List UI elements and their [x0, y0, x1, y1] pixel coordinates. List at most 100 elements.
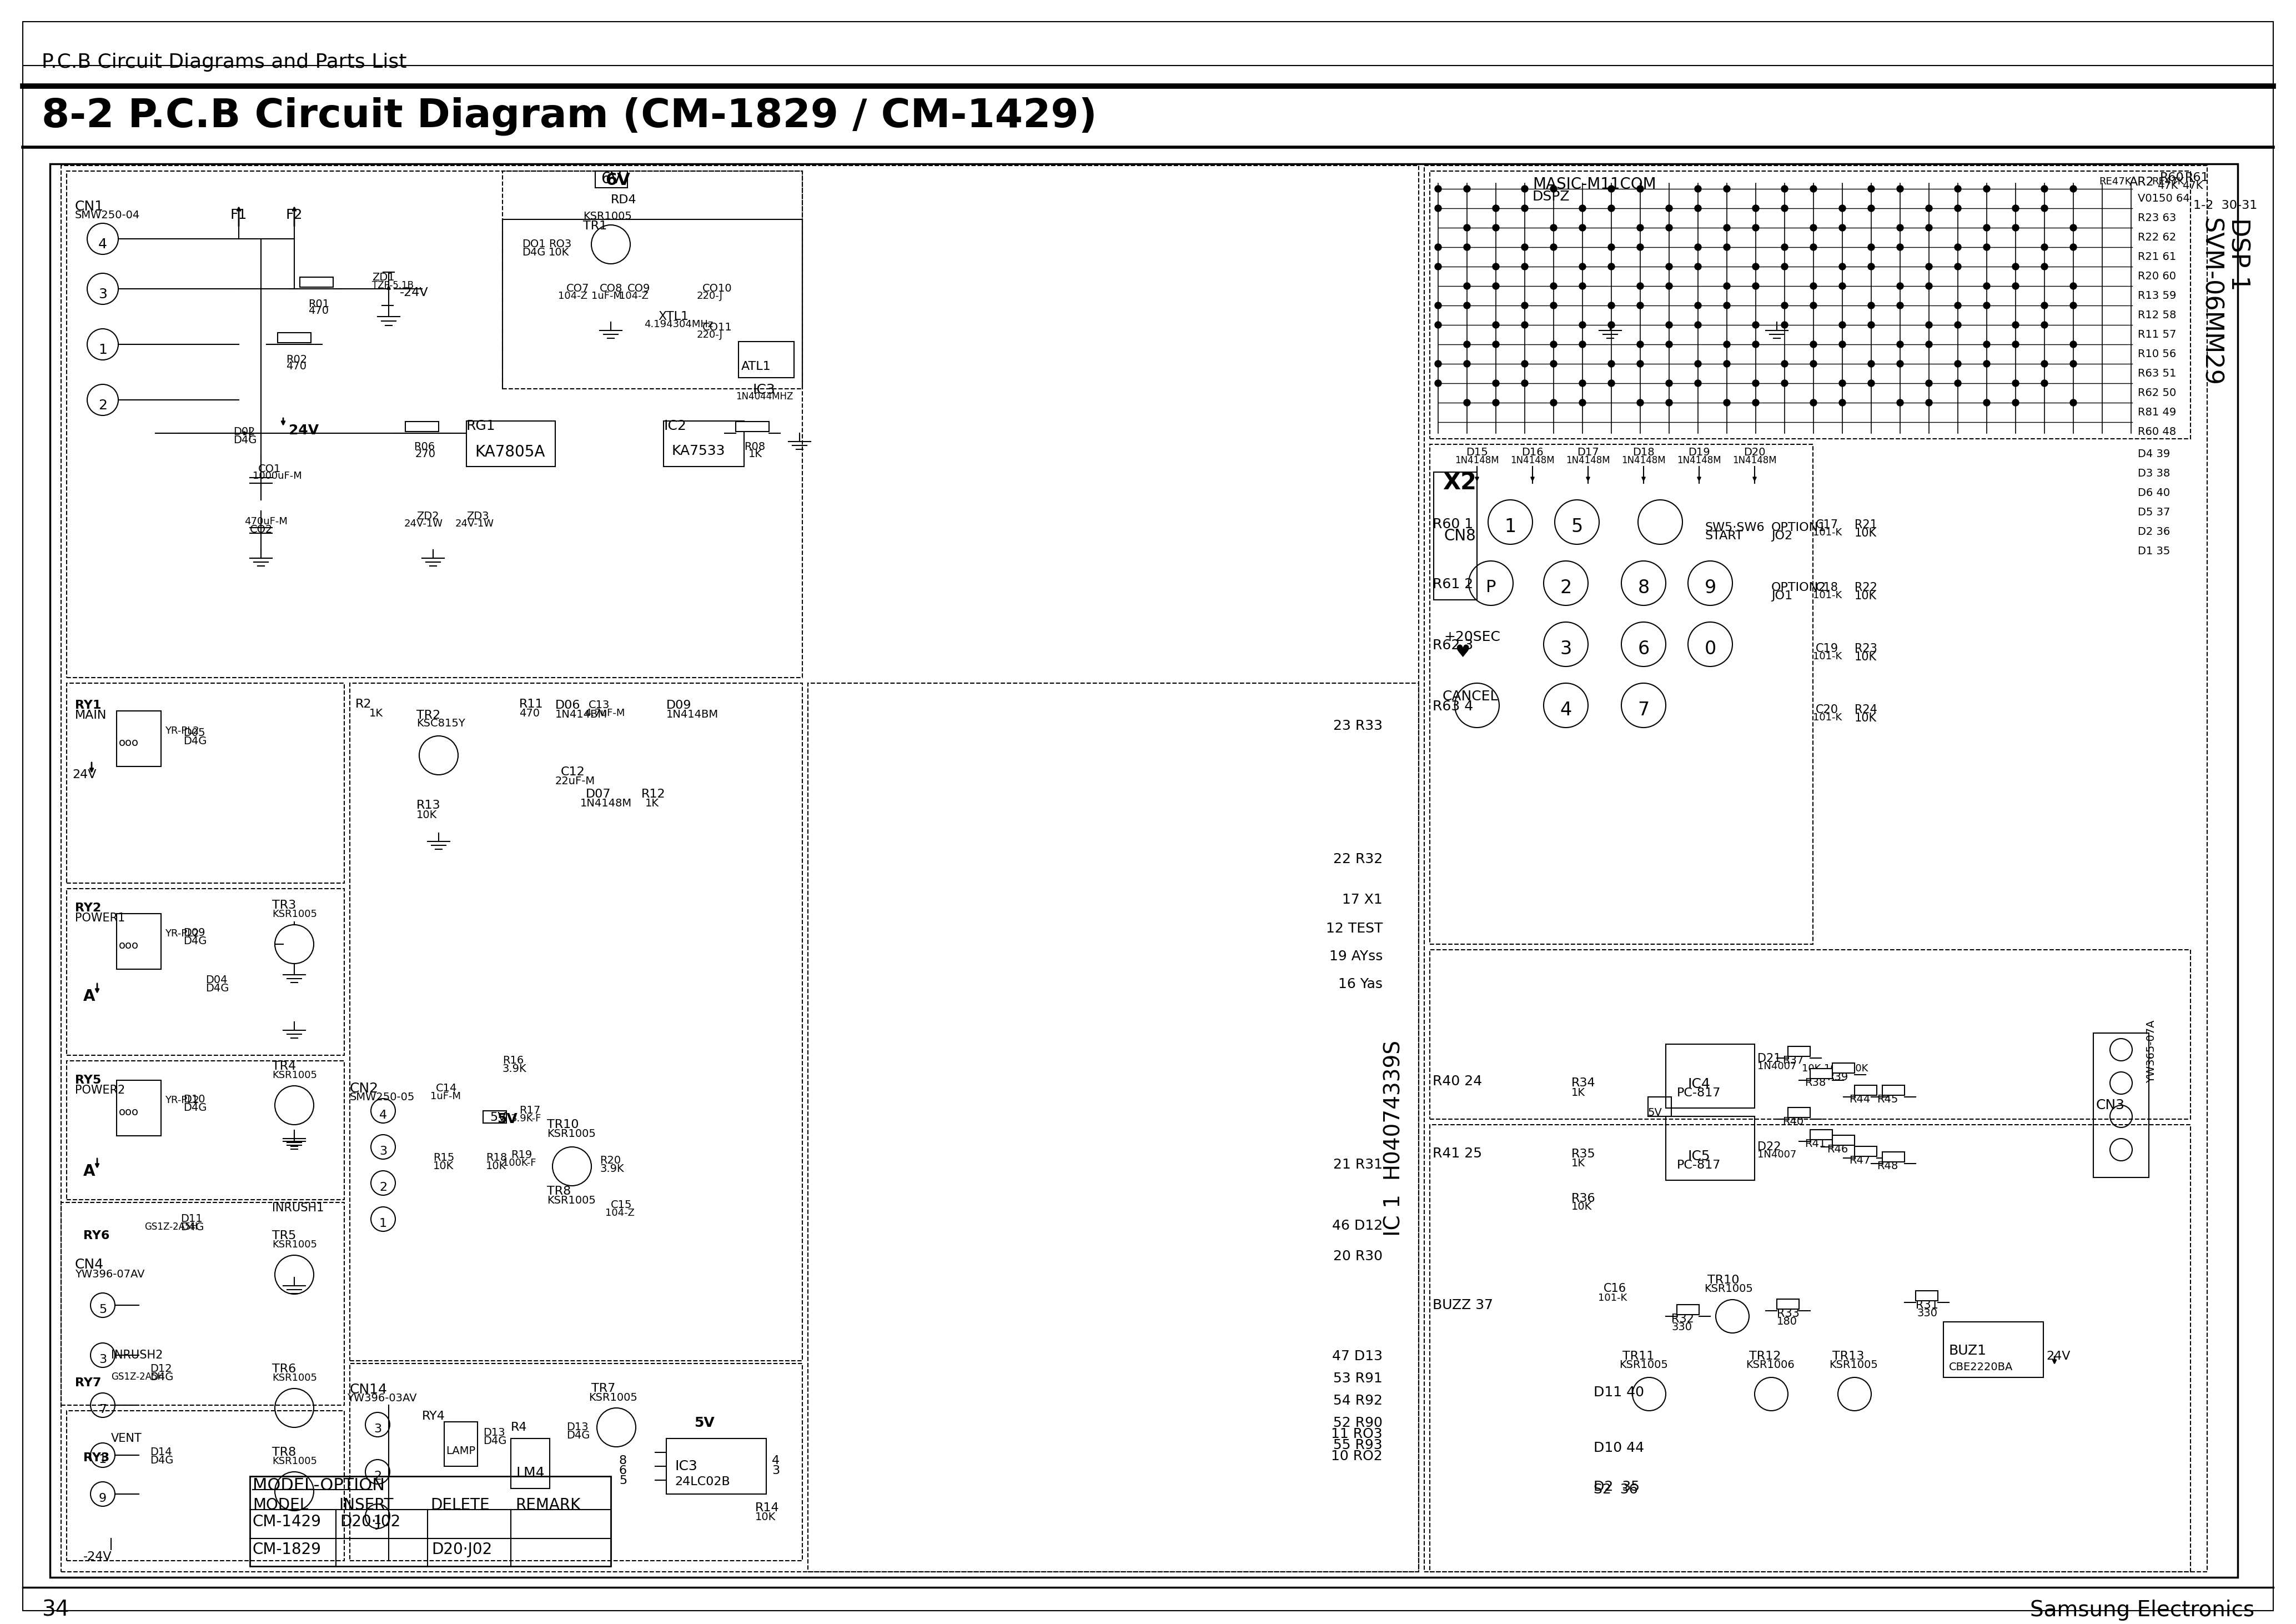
Circle shape: [1492, 341, 1499, 348]
Circle shape: [2011, 283, 2018, 289]
Text: SMW250-04: SMW250-04: [76, 209, 140, 221]
Text: XTL1: XTL1: [659, 312, 689, 322]
Circle shape: [1926, 380, 1933, 387]
Circle shape: [1463, 361, 1469, 367]
Text: R37: R37: [1782, 1056, 1805, 1065]
Circle shape: [1839, 400, 1846, 406]
Text: CN4: CN4: [76, 1259, 103, 1272]
Text: C18: C18: [1816, 581, 1839, 593]
Circle shape: [1954, 205, 1961, 211]
Text: 24V: 24V: [71, 770, 96, 781]
Circle shape: [1896, 400, 1903, 406]
Text: KSR1005: KSR1005: [273, 1239, 317, 1249]
Text: 3.9K: 3.9K: [503, 1064, 526, 1073]
Bar: [1424, 166, 2206, 1572]
Bar: [406, 422, 439, 432]
Bar: [595, 171, 627, 188]
Circle shape: [1492, 224, 1499, 231]
Circle shape: [1667, 283, 1671, 289]
Text: 9: 9: [1704, 578, 1715, 596]
Text: 1K: 1K: [748, 448, 762, 460]
Circle shape: [1637, 400, 1644, 406]
Text: 17 X1: 17 X1: [1343, 893, 1382, 906]
Text: 5V: 5V: [489, 1112, 505, 1124]
Text: OPTION1: OPTION1: [1770, 521, 1825, 533]
Text: 24LC02B: 24LC02B: [675, 1476, 730, 1488]
Text: SMW250-05: SMW250-05: [349, 1091, 416, 1103]
Text: CO2: CO2: [250, 525, 273, 534]
Circle shape: [1637, 224, 1644, 231]
Circle shape: [1896, 283, 1903, 289]
Text: D2  35: D2 35: [1593, 1479, 1639, 1494]
Circle shape: [1869, 380, 1874, 387]
Circle shape: [1607, 263, 1614, 270]
Text: D4G: D4G: [184, 1103, 207, 1112]
Circle shape: [2041, 244, 2048, 250]
Circle shape: [1724, 185, 1731, 192]
Text: 10K: 10K: [549, 247, 569, 258]
Circle shape: [1809, 400, 1816, 406]
Text: CO10: CO10: [703, 283, 732, 294]
Bar: [1832, 1064, 1855, 1073]
Text: 3: 3: [99, 1354, 106, 1366]
Bar: [67, 1060, 344, 1200]
Circle shape: [2071, 361, 2076, 367]
Text: 1: 1: [99, 343, 108, 357]
Text: D12: D12: [149, 1364, 172, 1374]
Text: R32: R32: [1671, 1314, 1694, 1325]
Circle shape: [1522, 185, 1529, 192]
Circle shape: [1492, 205, 1499, 211]
Bar: [67, 171, 801, 677]
Circle shape: [1782, 263, 1789, 270]
Text: 1N414BM: 1N414BM: [666, 710, 719, 719]
Text: R12 58: R12 58: [2138, 310, 2177, 320]
Bar: [1789, 1046, 1809, 1056]
Circle shape: [2041, 361, 2048, 367]
Text: D5 37: D5 37: [2138, 507, 2170, 518]
Circle shape: [1724, 361, 1731, 367]
Circle shape: [1667, 400, 1671, 406]
Circle shape: [1926, 400, 1933, 406]
Text: C19: C19: [1816, 643, 1839, 654]
Bar: [67, 684, 344, 883]
Text: 470uF-M: 470uF-M: [243, 516, 287, 526]
Text: RY7: RY7: [76, 1377, 101, 1389]
Text: D17: D17: [1577, 447, 1598, 458]
Text: D18: D18: [1632, 447, 1655, 458]
Circle shape: [1580, 283, 1587, 289]
Text: INRUSH1: INRUSH1: [273, 1202, 324, 1213]
Text: 4: 4: [99, 237, 108, 252]
Circle shape: [2071, 302, 2076, 309]
Text: 1: 1: [374, 1515, 381, 1527]
Text: ooo: ooo: [119, 940, 138, 950]
Text: R22 62: R22 62: [2138, 232, 2177, 242]
Text: RY6: RY6: [83, 1231, 110, 1241]
Bar: [117, 914, 161, 970]
Circle shape: [1522, 361, 1529, 367]
Text: 104-Z: 104-Z: [558, 291, 588, 300]
Text: D13: D13: [567, 1423, 588, 1432]
Text: 16 Yas: 16 Yas: [1339, 978, 1382, 991]
Text: R23: R23: [1855, 643, 1878, 654]
Bar: [1883, 1151, 1906, 1161]
Bar: [62, 1202, 344, 1405]
Circle shape: [1607, 380, 1614, 387]
Text: X2: X2: [1442, 471, 1476, 494]
Circle shape: [1752, 380, 1759, 387]
Text: R13: R13: [416, 799, 441, 810]
Text: 22 R32: 22 R32: [1334, 853, 1382, 866]
Text: CN2: CN2: [349, 1082, 379, 1095]
Bar: [349, 1364, 801, 1561]
Text: 4: 4: [1559, 700, 1573, 719]
Text: D4G: D4G: [184, 935, 207, 947]
Text: P.C.B Circuit Diagrams and Parts List: P.C.B Circuit Diagrams and Parts List: [41, 52, 406, 71]
Text: R46: R46: [1828, 1145, 1848, 1155]
Text: CN14: CN14: [349, 1384, 388, 1397]
Text: C13: C13: [588, 700, 611, 710]
Text: 2: 2: [99, 400, 108, 412]
Text: ATL1: ATL1: [742, 361, 771, 372]
Text: 2: 2: [1559, 578, 1573, 596]
Text: 4.194304MHz: 4.194304MHz: [645, 320, 714, 330]
Circle shape: [1522, 322, 1529, 328]
Text: C14: C14: [436, 1083, 457, 1093]
